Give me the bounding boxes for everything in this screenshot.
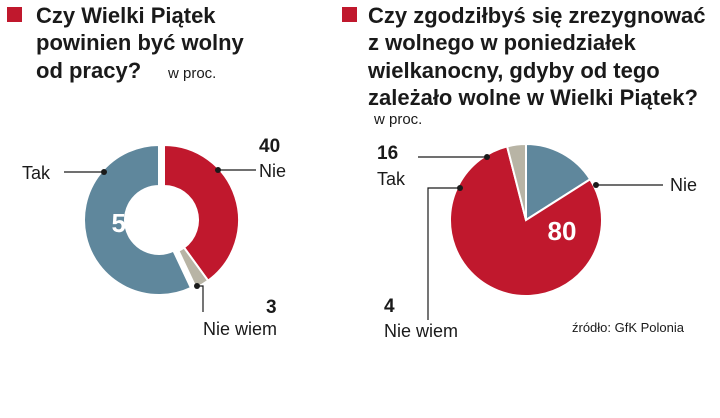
- source-note: źródło: GfK Polonia: [572, 320, 685, 335]
- left-label-tak: Tak: [22, 163, 51, 183]
- right-panel: Czy zgodziłbyś się zrezygnować z wolnego…: [342, 3, 705, 341]
- right-leader-nie-dot: [593, 182, 599, 188]
- right-title-line-2: z wolnego w poniedziałek: [368, 30, 636, 55]
- left-title-bullet: [7, 7, 22, 22]
- right-value-nie-wiem: 4: [384, 296, 395, 317]
- right-label-nie: Nie: [670, 175, 697, 195]
- left-label-nie-wiem: Nie wiem: [203, 319, 277, 339]
- right-leader-nie-wiem-dot: [457, 185, 463, 191]
- left-title-line-1: Czy Wielki Piątek: [36, 3, 216, 28]
- left-slice-nie-wiem: [177, 246, 210, 290]
- right-slice-tak: [525, 142, 592, 222]
- right-title-line-3: wielkanocny, gdyby od tego: [367, 58, 660, 83]
- left-unit-label: w proc.: [167, 65, 216, 82]
- left-value-nie-wiem: 3: [266, 297, 277, 318]
- right-value-nie-inner: 80: [548, 216, 577, 246]
- left-leader-nie-dot: [215, 167, 221, 173]
- right-title-line-1: Czy zgodziłbyś się zrezygnować: [368, 3, 705, 28]
- left-value-nie: 40: [259, 136, 280, 157]
- left-title-line-2: powinien być wolny: [36, 30, 245, 55]
- right-leader-tak-dot: [484, 154, 490, 160]
- left-donut-chart: [83, 143, 240, 296]
- right-pie-chart: [449, 142, 603, 297]
- left-value-tak-inner: 57: [112, 208, 141, 238]
- right-slice-nie: [449, 145, 603, 297]
- left-leader-nie-wiem-dot: [194, 283, 200, 289]
- right-title-line-4: zależało wolne w Wielki Piątek?: [368, 85, 698, 110]
- left-slice-tak: [83, 143, 193, 296]
- left-title-line-3: od pracy?: [36, 58, 141, 83]
- left-label-nie: Nie: [259, 161, 286, 181]
- right-unit-label: w proc.: [373, 111, 422, 128]
- right-label-nie-wiem: Nie wiem: [384, 321, 458, 341]
- left-leader-tak-dot: [101, 169, 107, 175]
- right-label-tak: Tak: [377, 169, 406, 189]
- right-slice-nie-wiem: [505, 142, 527, 221]
- right-value-tak: 16: [377, 143, 398, 164]
- left-slice-nie: [163, 143, 240, 283]
- right-leader-nie-wiem: [427, 187, 460, 320]
- left-leader-nie-wiem: [197, 285, 204, 312]
- right-title-bullet: [342, 7, 357, 22]
- left-panel: Czy Wielki Piątek powinien być wolny od …: [7, 3, 286, 339]
